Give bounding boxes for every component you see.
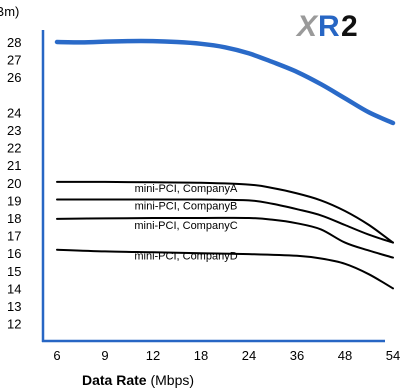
x-ticks: 6 9 12 18 24 36 48 54 bbox=[53, 348, 400, 363]
y-tick-label: 26 bbox=[7, 70, 21, 85]
logo: X R 2 bbox=[295, 10, 358, 43]
y-tick-label: 12 bbox=[7, 317, 21, 332]
x-tick-label: 48 bbox=[338, 348, 352, 363]
series-label-1: mini-PCI, CompanyA bbox=[135, 183, 238, 195]
y-tick-label: 17 bbox=[7, 229, 21, 244]
y-tick-label: 28 bbox=[7, 35, 21, 50]
x-tick-label: 24 bbox=[242, 348, 256, 363]
x-axis-label-bold: Data Rate bbox=[82, 372, 147, 388]
x-tick-label: 9 bbox=[101, 348, 108, 363]
y-tick-label: 19 bbox=[7, 193, 21, 208]
y-tick-label: 18 bbox=[7, 211, 21, 226]
y-axis-label: (dBm) bbox=[0, 4, 19, 19]
y-tick-label: 21 bbox=[7, 158, 21, 173]
y-tick-label: 14 bbox=[7, 281, 21, 296]
y-ticks: 12 13 14 15 16 17 18 19 20 21 22 23 24 26 27 28 bbox=[7, 35, 21, 332]
logo-r: R bbox=[318, 10, 340, 43]
series-label-3: mini-PCI, CompanyC bbox=[134, 220, 237, 232]
series-labels: mini-PCI, CompanyA mini-PCI, CompanyB mini… bbox=[134, 183, 238, 263]
series-line-3 bbox=[56, 198, 394, 244]
x-tick-label: 18 bbox=[194, 348, 208, 363]
x-tick-label: 36 bbox=[290, 348, 304, 363]
x-tick-label: 12 bbox=[146, 348, 160, 363]
y-tick-label: 22 bbox=[7, 141, 21, 156]
y-tick-label: 24 bbox=[7, 105, 21, 120]
y-tick-label: 27 bbox=[7, 53, 21, 68]
y-tick-label: 16 bbox=[7, 246, 21, 261]
logo-2: 2 bbox=[341, 10, 358, 43]
series-lines bbox=[54, 38, 396, 290]
series-line-4 bbox=[56, 216, 394, 259]
y-tick-label: 23 bbox=[7, 123, 21, 138]
series-line-2 bbox=[56, 180, 394, 244]
series-label-4: mini-PCI, CompanyD bbox=[134, 251, 237, 263]
y-tick-label: 13 bbox=[7, 299, 21, 314]
logo-x: X bbox=[295, 10, 319, 43]
series-label-2: mini-PCI, CompanyB bbox=[135, 201, 238, 213]
x-axis-label-unit: (Mbps) bbox=[147, 372, 194, 388]
y-tick-label: 20 bbox=[7, 176, 21, 191]
x-axis-label: Data Rate (Mbps) bbox=[82, 372, 194, 388]
x-tick-label: 6 bbox=[53, 348, 60, 363]
series-line-5 bbox=[56, 248, 394, 290]
x-tick-label: 54 bbox=[386, 348, 400, 363]
y-tick-label: 15 bbox=[7, 264, 21, 279]
series-line-1 bbox=[54, 38, 396, 126]
